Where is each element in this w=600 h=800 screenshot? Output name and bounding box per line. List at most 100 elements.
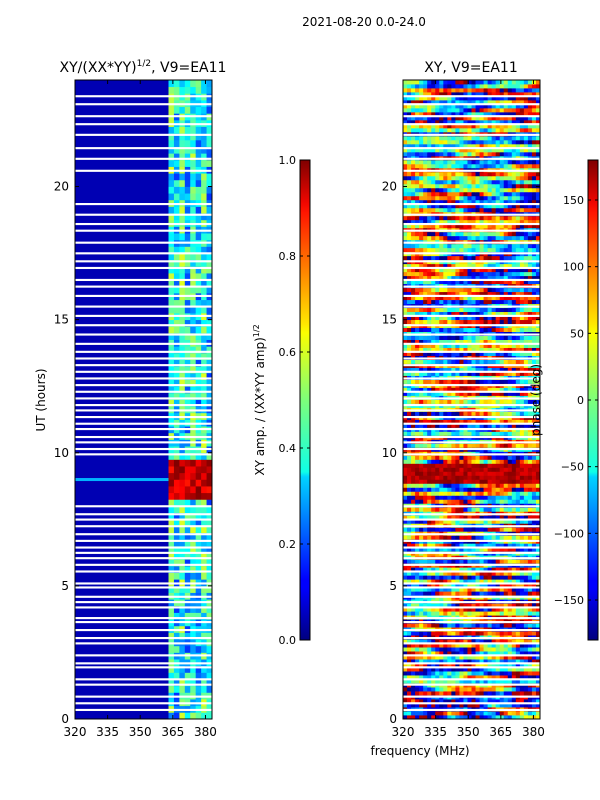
amplitude-cell <box>168 466 175 474</box>
phase-cell <box>423 603 428 608</box>
phase-cell <box>451 243 456 249</box>
phase-cell <box>527 631 533 636</box>
phase-cell <box>443 335 448 340</box>
phase-cell <box>427 379 432 384</box>
flagged-gap <box>75 695 212 698</box>
phase-cell <box>527 295 533 301</box>
phase-cell <box>447 623 452 628</box>
phase-cell <box>487 391 493 396</box>
amplitude-cell <box>190 366 197 374</box>
phase-cell <box>459 495 464 500</box>
phase-cell <box>491 299 497 305</box>
phase-cell <box>515 543 521 548</box>
phase-cell <box>479 499 484 504</box>
phase-cell <box>419 519 424 524</box>
phase-cell <box>483 287 489 293</box>
phase-cell <box>451 663 456 668</box>
phase-cell <box>483 499 489 504</box>
phase-cell <box>467 315 472 321</box>
phase-cell <box>495 611 501 616</box>
phase-cell <box>511 247 517 253</box>
amplitude-cell <box>184 679 191 687</box>
phase-cell <box>455 379 460 384</box>
phase-cell <box>427 235 432 241</box>
flagged-gap <box>75 595 212 598</box>
phase-cell <box>411 687 416 692</box>
phase-cell <box>415 543 420 548</box>
phase-cell <box>535 247 540 253</box>
phase-cell <box>487 671 493 676</box>
amplitude-cell <box>173 452 180 460</box>
phase-cell <box>419 315 424 321</box>
phase-cell <box>503 267 509 273</box>
amplitude-cell <box>184 559 191 567</box>
phase-cell <box>499 611 505 616</box>
phase-cell <box>447 495 452 500</box>
phase-cell <box>479 255 484 261</box>
phase-cell <box>531 575 537 580</box>
phase-cell <box>455 271 460 277</box>
phase-cell <box>515 579 521 584</box>
phase-cell <box>535 319 540 325</box>
phase-cell <box>507 431 513 436</box>
phase-cell <box>483 575 489 580</box>
phase-cell <box>535 519 540 524</box>
phase-cell <box>411 471 416 476</box>
phase-cell <box>447 299 452 305</box>
phase-cell <box>515 703 521 708</box>
phase-cell <box>519 267 525 273</box>
phase-cell <box>407 271 412 277</box>
phase-cell <box>503 455 509 460</box>
phase-cell <box>467 483 472 488</box>
phase-cell <box>499 475 505 480</box>
phase-cell <box>419 507 424 512</box>
phase-cell <box>503 327 509 333</box>
phase-cell <box>447 479 452 484</box>
phase-cell <box>407 387 412 392</box>
amplitude-cell <box>179 279 186 287</box>
phase-cell <box>499 711 505 716</box>
phase-cell <box>479 687 484 692</box>
phase-cell <box>515 487 521 492</box>
phase-cell <box>439 527 444 532</box>
phase-cell <box>407 655 412 660</box>
phase-cell <box>503 611 509 616</box>
phase-cell <box>503 655 509 660</box>
phase-cell <box>527 691 533 696</box>
phase-cell <box>535 455 540 460</box>
phase-cell <box>487 639 493 644</box>
phase-cell <box>495 307 501 313</box>
amplitude-cell <box>184 246 191 254</box>
phase-cell <box>471 483 476 488</box>
phase-cell <box>423 311 428 317</box>
phase-cell <box>475 659 480 664</box>
phase-cell <box>451 591 456 596</box>
phase-cell <box>467 267 472 273</box>
flagged-gap <box>75 636 212 640</box>
phase-cell <box>463 559 468 564</box>
phase-cell <box>443 423 448 428</box>
phase-cell <box>459 371 464 376</box>
amplitude-cell <box>195 392 202 400</box>
phase-cell <box>419 535 424 540</box>
phase-cell <box>431 711 436 716</box>
phase-cell <box>519 359 525 364</box>
amplitude-cell <box>168 519 175 527</box>
phase-cell <box>475 231 480 237</box>
phase-cell <box>483 279 489 285</box>
phase-cell <box>495 279 501 285</box>
phase-cell <box>435 463 440 468</box>
phase-cell <box>443 459 448 464</box>
phase-cell <box>463 639 468 644</box>
phase-cell <box>467 611 472 616</box>
phase-cell <box>455 591 460 596</box>
phase-cell <box>443 455 448 460</box>
phase-cell <box>515 411 521 416</box>
phase-cell <box>511 515 517 520</box>
phase-cell <box>423 391 428 396</box>
phase-cell <box>439 495 444 500</box>
amplitude-cell <box>168 499 175 507</box>
phase-cell <box>511 463 517 468</box>
phase-cell <box>439 327 444 333</box>
phase-cell <box>407 463 412 468</box>
